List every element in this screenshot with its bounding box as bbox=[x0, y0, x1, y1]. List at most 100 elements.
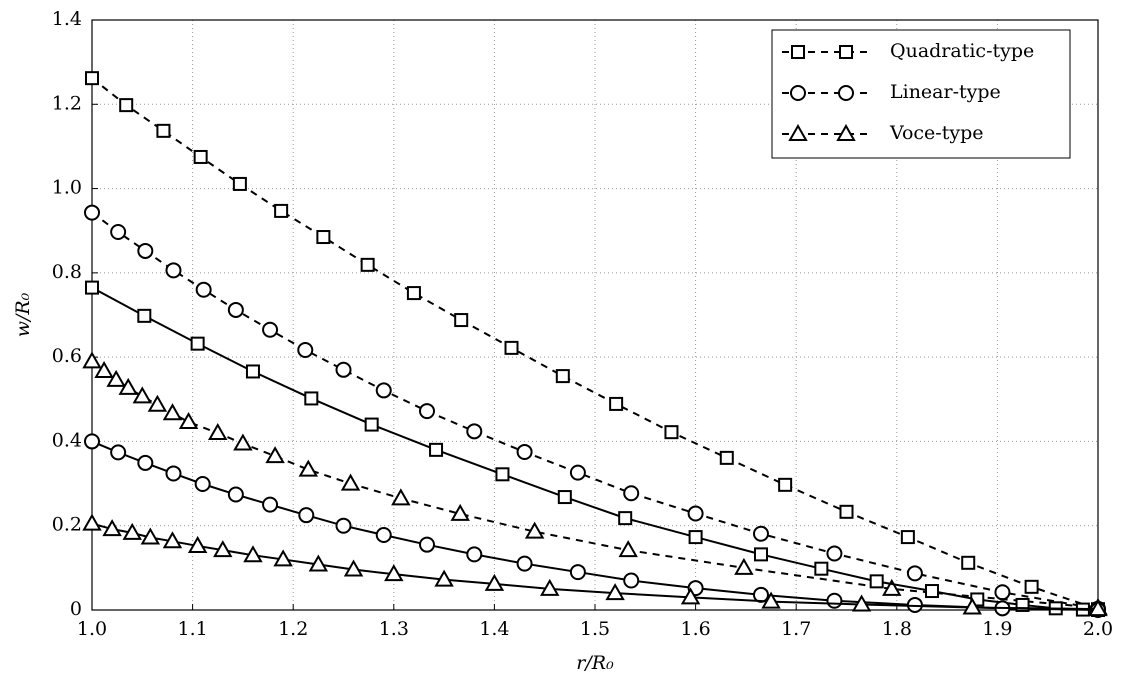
y-tick-label: 1.4 bbox=[52, 8, 82, 30]
x-tick-label: 1.0 bbox=[77, 618, 107, 640]
x-tick-label: 2.0 bbox=[1083, 618, 1113, 640]
marker bbox=[165, 262, 182, 279]
marker bbox=[102, 519, 122, 537]
marker bbox=[110, 444, 127, 461]
marker bbox=[298, 459, 319, 477]
marker bbox=[162, 531, 183, 549]
marker bbox=[752, 525, 769, 542]
marker bbox=[826, 592, 843, 609]
y-tick-label: 0.2 bbox=[52, 514, 82, 536]
marker bbox=[752, 586, 769, 603]
marker bbox=[245, 364, 260, 379]
marker bbox=[262, 321, 279, 338]
x-tick-label: 1.6 bbox=[680, 618, 710, 640]
marker bbox=[391, 488, 411, 506]
x-tick-label: 1.1 bbox=[177, 618, 207, 640]
marker bbox=[340, 473, 361, 491]
marker bbox=[687, 505, 704, 522]
marker bbox=[778, 477, 793, 492]
marker bbox=[994, 584, 1011, 601]
y-tick-label: 0.4 bbox=[52, 429, 82, 451]
marker bbox=[132, 386, 153, 404]
marker bbox=[605, 583, 625, 601]
marker bbox=[925, 584, 940, 599]
marker bbox=[761, 591, 781, 609]
marker bbox=[94, 361, 114, 379]
marker bbox=[106, 369, 126, 387]
marker bbox=[882, 578, 902, 596]
marker bbox=[791, 45, 805, 59]
plot-frame bbox=[91, 19, 1099, 611]
marker bbox=[618, 540, 638, 558]
y-tick-label: 1.2 bbox=[52, 92, 82, 114]
marker bbox=[839, 504, 854, 519]
marker bbox=[84, 204, 100, 221]
legend: Quadratic-type Linear-type Voce-type bbox=[771, 29, 1071, 159]
marker bbox=[122, 522, 142, 540]
marker bbox=[466, 546, 483, 563]
marker bbox=[137, 454, 154, 471]
marker bbox=[82, 513, 102, 531]
marker bbox=[664, 425, 679, 440]
marker bbox=[297, 341, 314, 358]
marker bbox=[680, 587, 701, 605]
marker bbox=[243, 545, 263, 563]
marker bbox=[623, 485, 640, 502]
marker bbox=[140, 527, 161, 545]
marker bbox=[962, 597, 982, 615]
marker bbox=[227, 486, 244, 503]
marker bbox=[826, 545, 843, 562]
marker bbox=[187, 535, 208, 553]
marker bbox=[734, 557, 754, 575]
marker bbox=[516, 443, 533, 460]
y-tick-label: 0.6 bbox=[52, 345, 82, 367]
marker bbox=[137, 308, 152, 323]
marker bbox=[516, 555, 533, 572]
marker bbox=[343, 559, 364, 577]
marker bbox=[623, 572, 640, 589]
marker bbox=[569, 564, 586, 581]
marker bbox=[178, 412, 199, 430]
x-tick-label: 1.9 bbox=[982, 618, 1012, 640]
y-tick-label: 0 bbox=[70, 598, 82, 620]
marker bbox=[233, 433, 253, 451]
marker bbox=[360, 257, 375, 272]
marker bbox=[213, 540, 233, 558]
marker bbox=[227, 301, 244, 318]
x-tick-label: 1.3 bbox=[379, 618, 409, 640]
x-tick-label: 1.7 bbox=[781, 618, 811, 640]
marker bbox=[298, 507, 315, 524]
marker bbox=[195, 281, 212, 298]
marker bbox=[308, 554, 329, 572]
marker bbox=[156, 123, 171, 138]
marker bbox=[137, 242, 154, 259]
marker bbox=[900, 530, 915, 545]
y-tick-label: 1.0 bbox=[52, 177, 82, 199]
x-tick-label: 1.5 bbox=[580, 618, 610, 640]
marker bbox=[82, 351, 102, 369]
marker bbox=[555, 369, 570, 384]
legend-label: Linear-type bbox=[890, 81, 1001, 103]
marker bbox=[84, 433, 100, 450]
marker bbox=[274, 203, 289, 218]
marker bbox=[85, 280, 99, 295]
marker bbox=[147, 394, 168, 412]
marker bbox=[384, 564, 404, 582]
marker bbox=[719, 450, 734, 465]
legend-label: Quadratic-type bbox=[890, 40, 1034, 62]
marker bbox=[753, 547, 768, 562]
marker bbox=[814, 561, 829, 576]
marker bbox=[450, 503, 470, 521]
marker bbox=[540, 578, 560, 596]
y-axis-label: w/R₀ bbox=[12, 292, 34, 337]
x-tick-label: 1.8 bbox=[882, 618, 912, 640]
x-tick-label: 1.2 bbox=[278, 618, 308, 640]
legend-label: Voce-type bbox=[889, 122, 984, 144]
marker bbox=[232, 176, 247, 191]
marker bbox=[304, 391, 319, 406]
marker bbox=[375, 382, 392, 399]
marker bbox=[790, 85, 806, 101]
marker bbox=[838, 85, 854, 101]
marker bbox=[194, 475, 211, 492]
